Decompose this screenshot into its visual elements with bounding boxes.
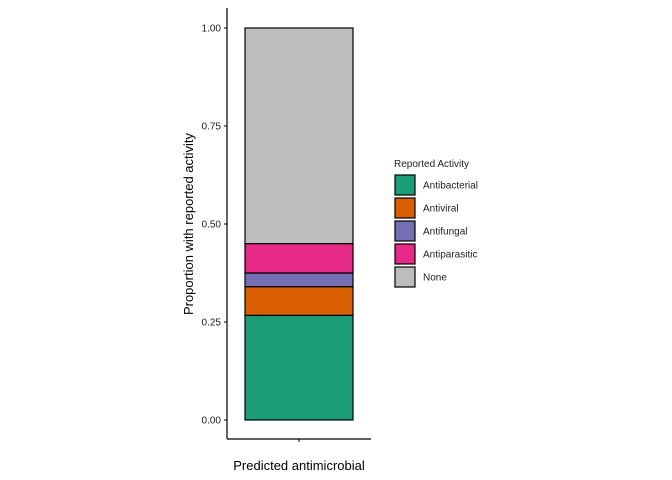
x-axis-title: Predicted antimicrobial (233, 458, 365, 473)
legend-label-none: None (423, 273, 447, 284)
y-tick-label: 0.25 (202, 318, 222, 329)
legend-items: Antibacterial Antiviral Antifungal Antipara… (394, 174, 478, 288)
legend-key-antibacterial (394, 174, 416, 196)
y-tick-label: 0.00 (202, 416, 222, 427)
legend-key-antiviral (394, 197, 416, 219)
legend-label-antibacterial: Antibacterial (423, 181, 478, 192)
bar-segment-antiviral (244, 286, 354, 316)
y-ticks: 0.00 0.25 0.50 0.75 1.00 (202, 24, 227, 427)
legend-key-antiparasitic (394, 243, 416, 265)
legend-label-antiparasitic: Antiparasitic (423, 250, 477, 261)
y-tick-label: 1.00 (202, 24, 222, 35)
axes: 0.00 0.25 0.50 0.75 1.00 Predicted antimicro… (181, 8, 371, 473)
legend-key-antifungal (394, 220, 416, 242)
bar-segment-antifungal (244, 272, 354, 288)
legend-label-antifungal: Antifungal (423, 227, 467, 238)
legend: Reported Activity Antibacterial Antiviral… (394, 159, 478, 288)
bar-segment-antiparasitic (244, 243, 354, 274)
legend-title: Reported Activity (394, 159, 469, 170)
y-tick-label: 0.75 (202, 122, 222, 133)
y-axis-title: Proportion with reported activity (181, 132, 196, 315)
y-tick-label: 0.50 (202, 220, 222, 231)
bar-segment-none (244, 27, 354, 245)
legend-label-antiviral: Antiviral (423, 204, 459, 215)
bar-segment-antibacterial (244, 314, 354, 421)
plot-area (244, 27, 354, 421)
legend-key-none (394, 266, 416, 288)
